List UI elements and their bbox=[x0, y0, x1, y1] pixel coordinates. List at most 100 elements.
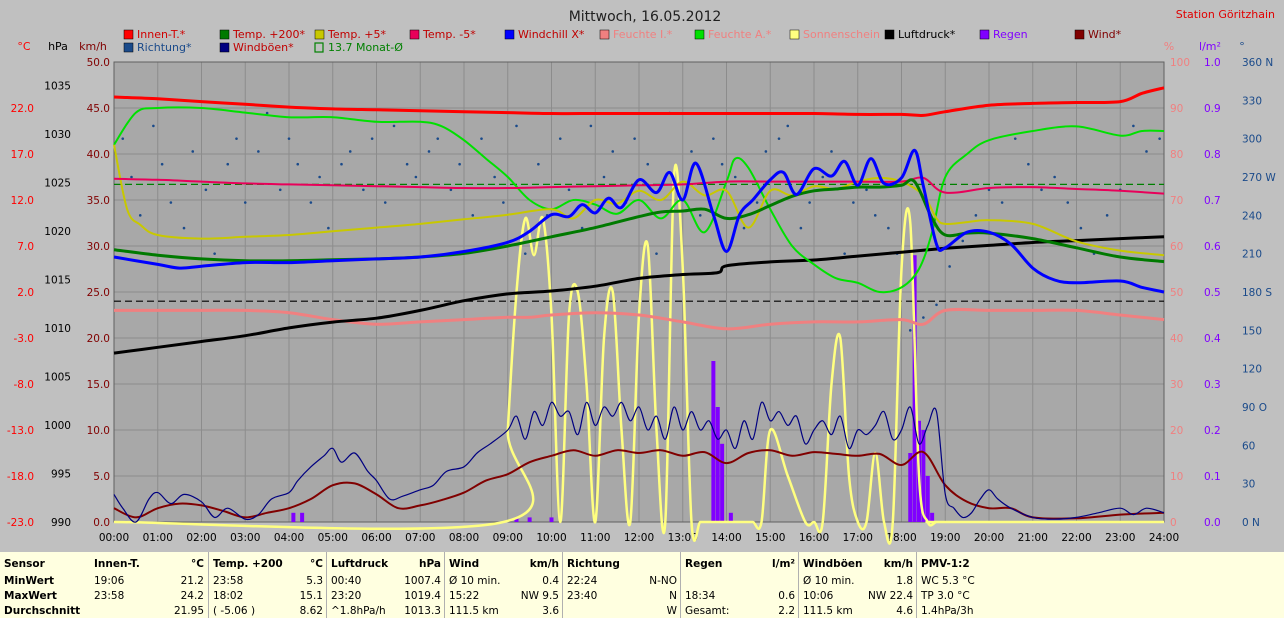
stats-cell-value: NW 9.5 bbox=[520, 590, 559, 602]
series-line-windb-en bbox=[113, 401, 1165, 523]
humidity-tick-label: 0 bbox=[1170, 517, 1177, 529]
direction-point bbox=[515, 124, 518, 128]
stats-cell-label: Ø 10 min. bbox=[449, 575, 501, 587]
legend-swatch bbox=[1074, 29, 1085, 40]
stats-column-unit: °C bbox=[191, 558, 204, 570]
legend-label: Windböen* bbox=[233, 41, 294, 54]
temp-tick-label: 2.0 bbox=[17, 287, 34, 299]
pressure-tick-label: 990 bbox=[51, 517, 71, 529]
humidity-tick-label: 60 bbox=[1170, 241, 1183, 253]
direction-tick-label: 270 W bbox=[1242, 172, 1276, 184]
x-tick-label: 02:00 bbox=[186, 532, 216, 544]
series-line-feuchte-i bbox=[113, 307, 1165, 331]
weather-chart: Mittwoch, 16.05.2012 Station Göritzhain … bbox=[6, 8, 1277, 545]
temp-tick-label: 7.0 bbox=[17, 241, 34, 253]
stats-cell-value: 0.4 bbox=[542, 575, 559, 587]
stats-column-title: Innen-T. bbox=[94, 558, 140, 570]
direction-tick-label: 300 bbox=[1242, 134, 1262, 146]
direction-point bbox=[309, 201, 313, 204]
legend-label: Temp. +5* bbox=[327, 28, 387, 41]
direction-point bbox=[865, 188, 868, 192]
rain-bar bbox=[728, 512, 733, 522]
direction-tick-label: 0 N bbox=[1242, 517, 1260, 529]
stats-cell-value: 1019.4 bbox=[404, 590, 441, 602]
wind-tick-label: 30.0 bbox=[87, 241, 110, 253]
direction-point bbox=[1027, 162, 1030, 166]
series-line-feuchte-a bbox=[113, 106, 1165, 294]
stats-column-title: PMV-1:2 bbox=[921, 558, 970, 570]
wind-tick-label: 15.0 bbox=[87, 379, 110, 391]
legend-label: Windchill X* bbox=[518, 28, 585, 41]
rain-bar bbox=[711, 361, 716, 522]
wind-unit: km/h bbox=[79, 40, 107, 53]
x-tick-label: 07:00 bbox=[405, 532, 435, 544]
stats-column-unit: l/m² bbox=[772, 558, 795, 570]
temp-tick-label: 22.0 bbox=[11, 103, 34, 115]
wind-tick-label: 0.0 bbox=[93, 517, 110, 529]
pressure-unit: hPa bbox=[48, 40, 68, 53]
direction-tick-label: 180 S bbox=[1242, 287, 1272, 299]
direction-point bbox=[138, 214, 142, 217]
direction-point bbox=[742, 226, 746, 230]
pressure-tick-label: 1025 bbox=[44, 177, 71, 189]
direction-point bbox=[580, 226, 584, 230]
direction-point bbox=[383, 201, 387, 204]
direction-point bbox=[873, 214, 877, 217]
direction-point bbox=[935, 303, 938, 307]
rain-tick-label: 0.5 bbox=[1204, 287, 1221, 299]
stats-column-unit: hPa bbox=[419, 558, 441, 570]
x-tick-label: 03:00 bbox=[230, 532, 260, 544]
x-tick-label: 22:00 bbox=[1061, 532, 1091, 544]
direction-point bbox=[567, 188, 571, 192]
direction-point bbox=[922, 316, 925, 319]
direction-point bbox=[537, 162, 540, 166]
stats-column-title: Wind bbox=[449, 558, 480, 570]
direction-point bbox=[436, 137, 440, 140]
x-tick-label: 00:00 bbox=[99, 532, 129, 544]
rain-tick-label: 0.7 bbox=[1204, 195, 1221, 207]
humidity-tick-label: 50 bbox=[1170, 287, 1183, 299]
pressure-tick-label: 1005 bbox=[44, 371, 71, 383]
direction-point bbox=[755, 201, 759, 204]
direction-point bbox=[471, 214, 475, 217]
direction-point bbox=[843, 252, 846, 255]
rain-bar bbox=[514, 517, 519, 522]
direction-point bbox=[733, 175, 737, 179]
x-tick-label: 12:00 bbox=[624, 532, 654, 544]
legend-swatch bbox=[123, 42, 134, 53]
direction-point bbox=[961, 239, 965, 243]
rain-tick-label: 0.8 bbox=[1204, 149, 1221, 161]
direction-point bbox=[646, 162, 650, 166]
legend-swatch bbox=[599, 29, 610, 40]
x-tick-label: 05:00 bbox=[318, 532, 348, 544]
direction-point bbox=[243, 201, 247, 204]
direction-point bbox=[987, 188, 991, 192]
direction-tick-label: 120 bbox=[1242, 364, 1262, 376]
direction-point bbox=[169, 201, 173, 204]
rain-bar bbox=[912, 255, 917, 522]
direction-point bbox=[362, 188, 365, 192]
stats-cell-value: 5.3 bbox=[306, 575, 323, 587]
stats-column: Wind km/h Ø 10 min. 0.4 15:22 NW 9.5 111.5 km 3… bbox=[444, 552, 563, 618]
series-line-sonnenschein bbox=[113, 163, 1164, 545]
direction-point bbox=[493, 175, 496, 179]
direction-point bbox=[340, 162, 343, 166]
direction-point bbox=[777, 137, 781, 140]
direction-point bbox=[130, 175, 133, 179]
stats-cell-value: 3.6 bbox=[542, 605, 559, 617]
stats-cell-label: 1.4hPa/3h bbox=[921, 605, 974, 617]
x-tick-label: 15:00 bbox=[755, 532, 785, 544]
direction-point bbox=[589, 124, 593, 128]
stats-min-label: MinWert bbox=[4, 575, 55, 587]
direction-point bbox=[449, 188, 453, 192]
rain-tick-label: 0.6 bbox=[1204, 241, 1221, 253]
humidity-tick-label: 30 bbox=[1170, 379, 1183, 391]
rain-tick-label: 0.4 bbox=[1204, 333, 1221, 345]
direction-point bbox=[327, 226, 330, 230]
rain-bar bbox=[715, 407, 720, 522]
direction-point bbox=[152, 124, 155, 128]
direction-point bbox=[1105, 214, 1109, 217]
direction-point bbox=[808, 201, 811, 204]
legend-swatch bbox=[694, 29, 705, 40]
stats-row-labels: Sensor MinWert MaxWert Durchschnitt bbox=[0, 552, 90, 618]
